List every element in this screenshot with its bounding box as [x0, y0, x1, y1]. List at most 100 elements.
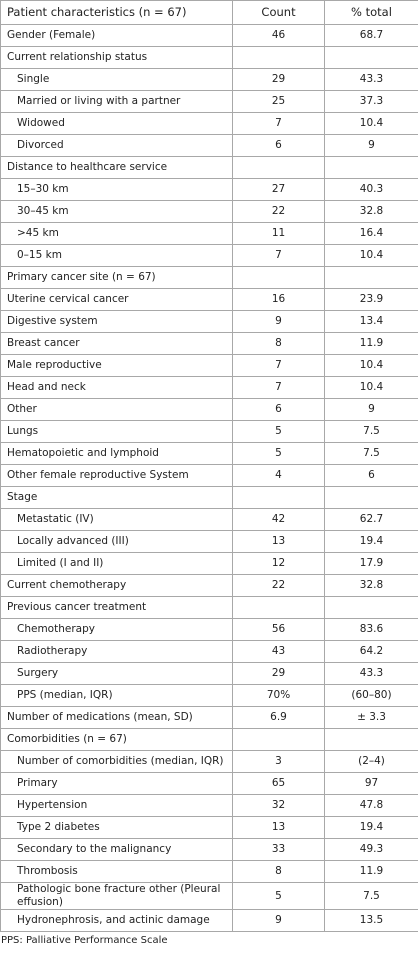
row: Primary cancer site (n = 67)	[0, 266, 418, 289]
row-label: Distance to healthcare service	[0, 156, 233, 179]
count-cell: 16	[232, 288, 325, 311]
sub-row: Chemotherapy 56 83.6	[0, 618, 418, 641]
row: Distance to healthcare service	[0, 156, 418, 179]
count-cell: 7	[232, 376, 325, 399]
row-label: Head and neck	[0, 376, 233, 399]
row-label: Hematopoietic and lymphoid	[0, 442, 233, 465]
count-cell: 7	[232, 112, 325, 135]
count-cell: 29	[232, 662, 325, 685]
count-cell: 25	[232, 90, 325, 113]
percent-cell: 10.4	[324, 112, 418, 135]
count-cell: 65	[232, 772, 325, 795]
count-cell: 43	[232, 640, 325, 663]
header-cell: Patient characteristics (n = 67)	[0, 0, 233, 25]
count-cell	[232, 156, 325, 179]
count-cell: 70%	[232, 684, 325, 707]
sub-row: Number of comorbidities (median, IQR) 3 (2…	[0, 750, 418, 773]
row-label: Number of medications (mean, SD)	[0, 706, 233, 729]
row-label: Surgery	[0, 662, 233, 685]
count-cell: 13	[232, 816, 325, 839]
row: Stage	[0, 486, 418, 509]
row-label: 30–45 km	[0, 200, 233, 223]
percent-cell: 11.9	[324, 332, 418, 355]
row-label: Stage	[0, 486, 233, 509]
sub-row: Type 2 diabetes 13 19.4	[0, 816, 418, 839]
row: Other female reproductive System 4 6	[0, 464, 418, 487]
row-label: Primary cancer site (n = 67)	[0, 266, 233, 289]
row: Male reproductive 7 10.4	[0, 354, 418, 377]
row: Lungs 5 7.5	[0, 420, 418, 443]
percent-cell: 43.3	[324, 662, 418, 685]
row: Uterine cervical cancer 16 23.9	[0, 288, 418, 311]
percent-cell: 43.3	[324, 68, 418, 91]
footnote: PPS: Palliative Performance Scale	[1, 935, 168, 946]
row-label: Uterine cervical cancer	[0, 288, 233, 311]
count-cell: 8	[232, 860, 325, 883]
sub-row: Surgery 29 43.3	[0, 662, 418, 685]
row-label: Gender (Female)	[0, 24, 233, 47]
percent-cell: 6	[324, 464, 418, 487]
percent-cell: 97	[324, 772, 418, 795]
row-label: 0–15 km	[0, 244, 233, 267]
row-label: Number of comorbidities (median, IQR)	[0, 750, 233, 773]
percent-cell: 10.4	[324, 244, 418, 267]
sub-row: >45 km 11 16.4	[0, 222, 418, 245]
sub-row: 0–15 km 7 10.4	[0, 244, 418, 267]
count-cell: 7	[232, 244, 325, 267]
count-cell	[232, 596, 325, 619]
row-label: >45 km	[0, 222, 233, 245]
row: Hematopoietic and lymphoid 5 7.5	[0, 442, 418, 465]
percent-cell: 11.9	[324, 860, 418, 883]
percent-cell: 32.8	[324, 574, 418, 597]
row-label: Locally advanced (III)	[0, 530, 233, 553]
percent-cell: 7.5	[324, 420, 418, 443]
row: Current chemotherapy 22 32.8	[0, 574, 418, 597]
count-cell: 8	[232, 332, 325, 355]
row-label: Lungs	[0, 420, 233, 443]
row-label: Hypertension	[0, 794, 233, 817]
percent-cell: 62.7	[324, 508, 418, 531]
percent-cell: 64.2	[324, 640, 418, 663]
sub-row: Pathologic bone fracture other (Pleural …	[0, 882, 418, 910]
percent-cell: 32.8	[324, 200, 418, 223]
count-cell: 22	[232, 200, 325, 223]
count-cell	[232, 486, 325, 509]
row: Other 6 9	[0, 398, 418, 421]
percent-cell: 19.4	[324, 530, 418, 553]
count-cell: 29	[232, 68, 325, 91]
sub-row: Divorced 6 9	[0, 134, 418, 157]
row-label: PPS (median, IQR)	[0, 684, 233, 707]
row-label: Other	[0, 398, 233, 421]
count-cell: 6	[232, 134, 325, 157]
header-row: Patient characteristics (n = 67) Count %…	[0, 0, 418, 25]
sub-row: Limited (I and II) 12 17.9	[0, 552, 418, 575]
percent-cell: (2–4)	[324, 750, 418, 773]
count-cell: 46	[232, 24, 325, 47]
sub-row: Hydronephrosis, and actinic damage 9 13.5	[0, 909, 418, 932]
count-cell: 22	[232, 574, 325, 597]
percent-cell: 9	[324, 134, 418, 157]
count-cell: 7	[232, 354, 325, 377]
sub-row: 30–45 km 22 32.8	[0, 200, 418, 223]
count-cell	[232, 46, 325, 69]
count-cell: 32	[232, 794, 325, 817]
row-label: Married or living with a partner	[0, 90, 233, 113]
row: Previous cancer treatment	[0, 596, 418, 619]
percent-cell	[324, 266, 418, 289]
percent-cell: 47.8	[324, 794, 418, 817]
percent-cell: 17.9	[324, 552, 418, 575]
header-cell: % total	[324, 0, 418, 25]
row: Breast cancer 8 11.9	[0, 332, 418, 355]
row: Number of medications (mean, SD) 6.9 ± 3.3	[0, 706, 418, 729]
row-label: Male reproductive	[0, 354, 233, 377]
percent-cell	[324, 728, 418, 751]
percent-cell: 13.5	[324, 909, 418, 932]
sub-row: Primary 65 97	[0, 772, 418, 795]
count-cell: 5	[232, 420, 325, 443]
percent-cell: (60–80)	[324, 684, 418, 707]
percent-cell: 10.4	[324, 376, 418, 399]
row-label: Type 2 diabetes	[0, 816, 233, 839]
row: Digestive system 9 13.4	[0, 310, 418, 333]
count-cell: 5	[232, 882, 325, 910]
percent-cell: 13.4	[324, 310, 418, 333]
